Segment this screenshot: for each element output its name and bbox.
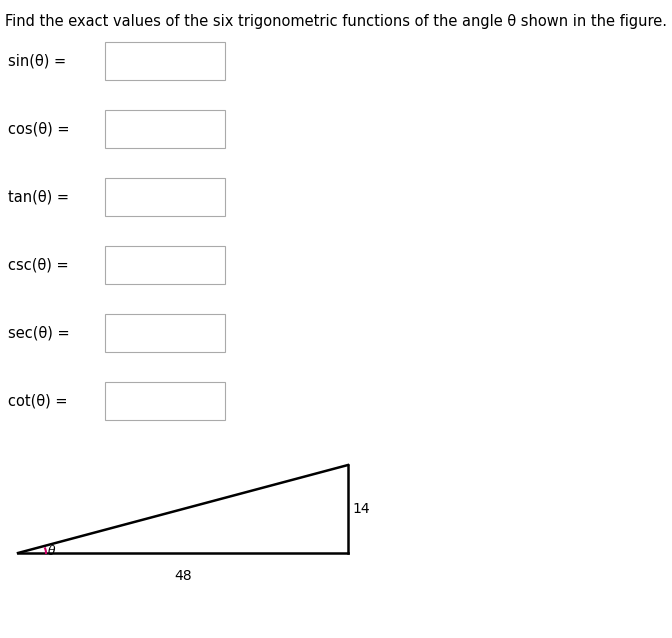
Text: cot(θ) =: cot(θ) =	[8, 394, 67, 408]
Text: Find the exact values of the six trigonometric functions of the angle θ shown in: Find the exact values of the six trigono…	[5, 14, 667, 29]
Text: cos(θ) =: cos(θ) =	[8, 121, 69, 137]
Text: 14: 14	[352, 502, 370, 516]
Bar	[105, 382, 225, 420]
Text: θ: θ	[48, 545, 56, 558]
Bar	[105, 42, 225, 80]
Text: sin(θ) =: sin(θ) =	[8, 54, 66, 68]
Bar	[105, 314, 225, 352]
Text: sec(θ) =: sec(θ) =	[8, 325, 70, 341]
Bar	[105, 178, 225, 216]
Bar	[105, 110, 225, 148]
Text: tan(θ) =: tan(θ) =	[8, 189, 69, 205]
Text: csc(θ) =: csc(θ) =	[8, 258, 69, 272]
Text: 48: 48	[174, 569, 192, 583]
Bar	[105, 246, 225, 284]
